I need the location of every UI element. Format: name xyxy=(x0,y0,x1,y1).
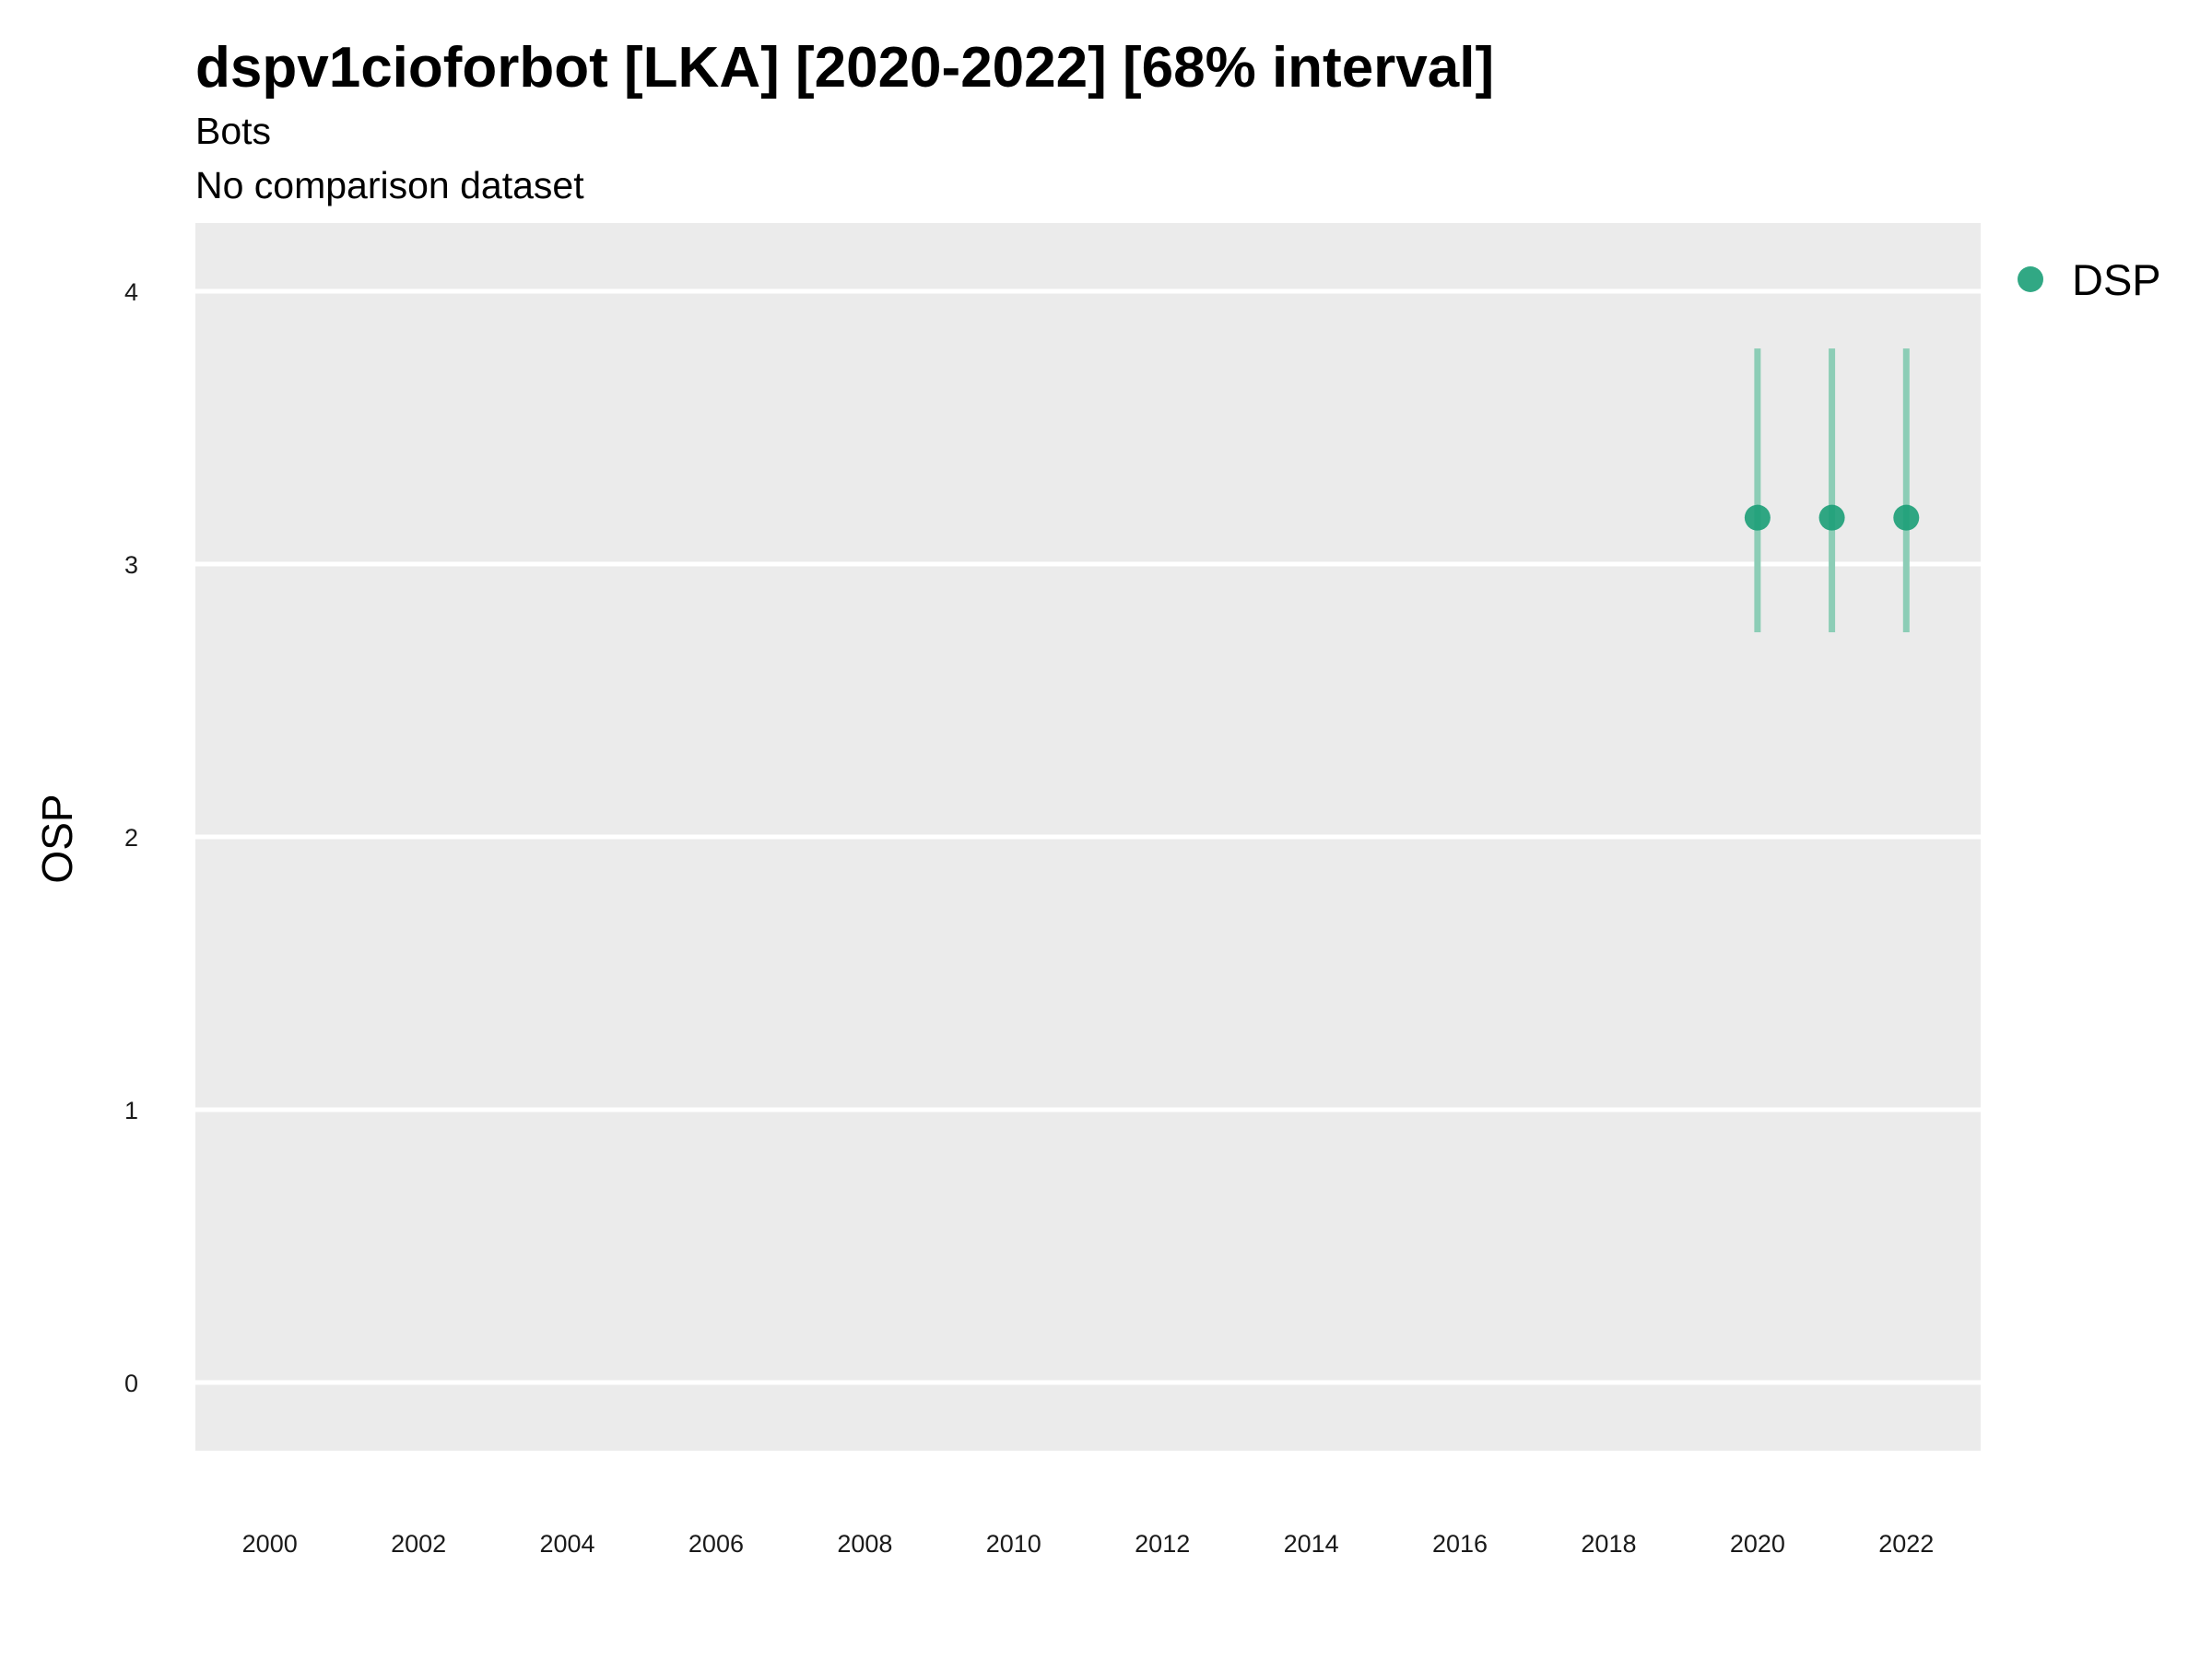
x-tick-label: 2000 xyxy=(242,1530,298,1558)
x-tick-label: 2004 xyxy=(540,1530,595,1558)
data-point xyxy=(1818,504,1845,531)
y-tick-label: 1 xyxy=(124,1097,138,1124)
y-tick-label: 2 xyxy=(124,824,138,852)
chart-subtitle: Bots xyxy=(195,110,271,152)
x-tick-label: 2002 xyxy=(391,1530,446,1558)
x-tick-label: 2014 xyxy=(1284,1530,1339,1558)
chart-title: dspv1cioforbot [LKA] [2020-2022] [68% in… xyxy=(195,36,1494,100)
data-point xyxy=(1893,504,1920,531)
legend-label-dsp: DSP xyxy=(2072,255,2161,304)
x-tick-label: 2020 xyxy=(1730,1530,1785,1558)
x-tick-label: 2010 xyxy=(986,1530,1041,1558)
error-bars xyxy=(1754,348,1910,632)
x-tick-label: 2008 xyxy=(837,1530,892,1558)
y-tick-label: 3 xyxy=(124,551,138,579)
data-point xyxy=(1744,504,1771,531)
x-tick-label: 2012 xyxy=(1135,1530,1190,1558)
y-tick-label: 4 xyxy=(124,278,138,306)
x-tick-label: 2006 xyxy=(688,1530,744,1558)
chart-subtitle-secondary: No comparison dataset xyxy=(195,164,584,206)
x-tick-label: 2018 xyxy=(1581,1530,1636,1558)
y-tick-label: 0 xyxy=(124,1370,138,1397)
y-axis-label: OSP xyxy=(33,794,81,883)
legend: DSP xyxy=(2018,255,2161,304)
x-tick-labels: 2000 2002 2004 2006 2008 2010 2012 2014 2016 2018… xyxy=(242,1530,1935,1558)
y-tick-labels: 0 1 2 3 4 xyxy=(124,278,138,1397)
data-points xyxy=(1744,504,1920,531)
legend-key-dsp xyxy=(2018,266,2043,292)
x-tick-label: 2022 xyxy=(1878,1530,1934,1558)
y-gridlines xyxy=(195,288,1981,1385)
x-tick-label: 2016 xyxy=(1432,1530,1488,1558)
